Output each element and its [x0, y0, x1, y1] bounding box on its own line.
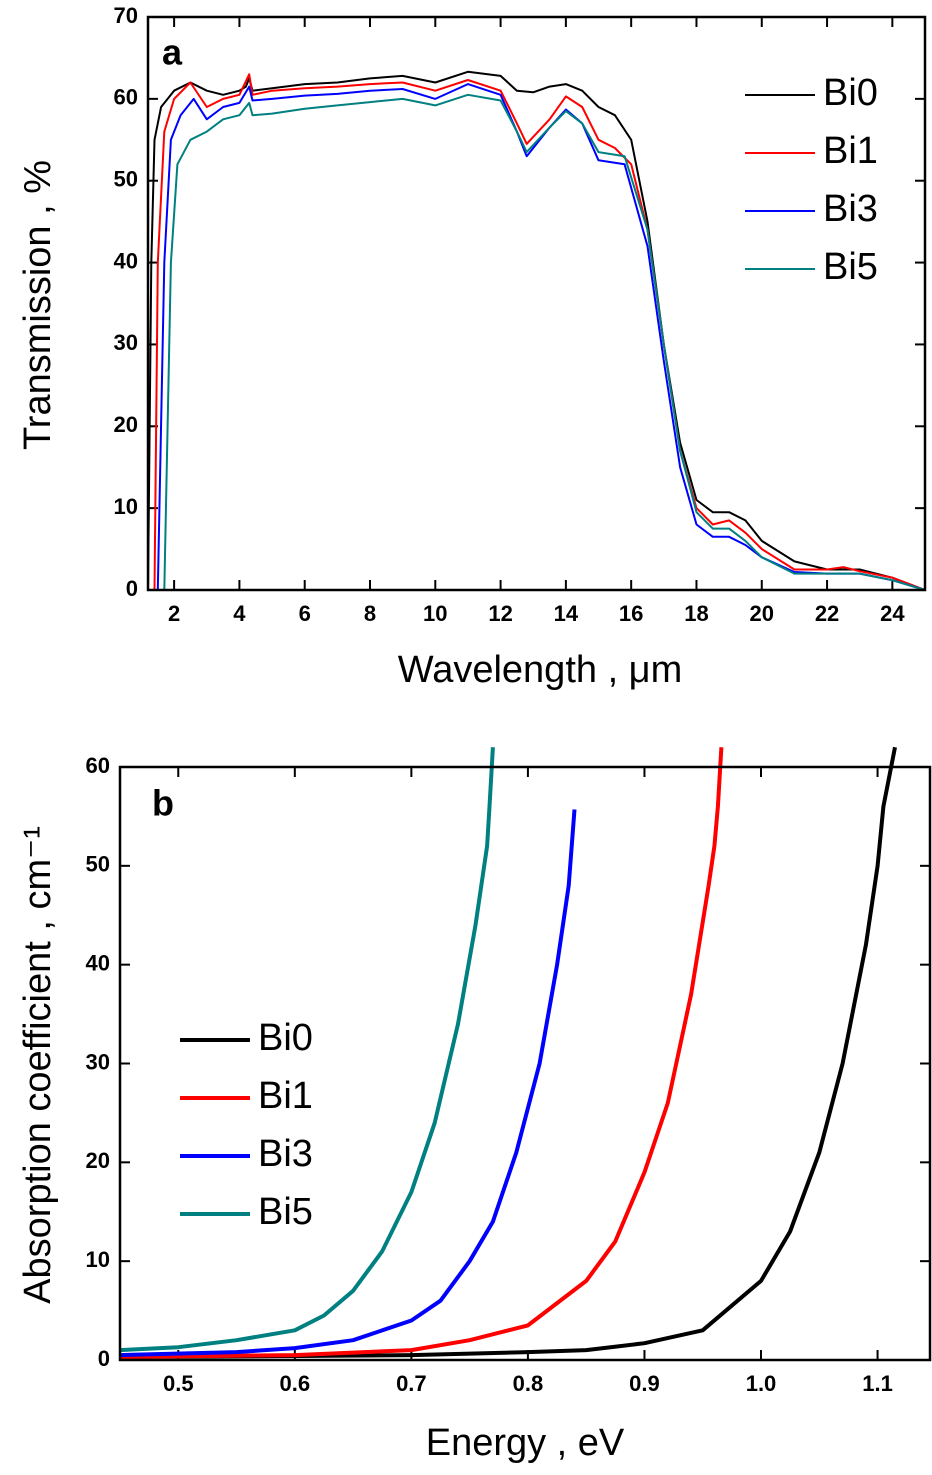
- x-tick-label: 24: [880, 601, 905, 626]
- legend-label: Bi0: [823, 72, 878, 114]
- x-tick-label: 0.6: [280, 1371, 311, 1396]
- series-line: [119, 809, 577, 1358]
- series-line: [156, 83, 926, 591]
- legend-label: Bi1: [823, 130, 878, 172]
- series-line: [119, 747, 495, 1353]
- x-tick-label: 22: [815, 601, 839, 626]
- y-tick-label: 20: [114, 412, 138, 437]
- panel-label: b: [152, 783, 174, 824]
- x-axis-title: Wavelength , μm: [398, 649, 682, 691]
- legend-label: Bi5: [258, 1191, 313, 1233]
- series-line: [163, 93, 926, 591]
- x-tick-label: 14: [554, 601, 579, 626]
- x-tick-label: 1.0: [746, 1371, 777, 1396]
- legend-label: Bi1: [258, 1075, 313, 1117]
- y-axis-title: Absorption coefficient , cm⁻¹: [17, 826, 59, 1304]
- y-tick-label: 70: [114, 3, 138, 28]
- y-tick-label: 10: [114, 494, 138, 519]
- y-tick-label: 20: [86, 1148, 110, 1173]
- x-tick-label: 2: [168, 601, 180, 626]
- y-tick-label: 0: [126, 576, 138, 601]
- series-line: [147, 70, 926, 591]
- x-tick-label: 0.5: [163, 1371, 194, 1396]
- y-tick-label: 10: [86, 1247, 110, 1272]
- y-tick-label: 50: [114, 167, 138, 192]
- y-tick-label: 50: [86, 852, 110, 877]
- plot-frame: [146, 15, 927, 592]
- y-tick-label: 60: [114, 85, 138, 110]
- x-tick-label: 1.1: [862, 1371, 893, 1396]
- y-axis-title: Transmission , %: [17, 160, 59, 450]
- panel-label: a: [162, 32, 183, 73]
- x-tick-label: 6: [299, 601, 311, 626]
- series-line: [119, 746, 897, 1359]
- y-tick-label: 60: [86, 753, 110, 778]
- x-tick-label: 16: [619, 601, 643, 626]
- x-tick-label: 0.9: [629, 1371, 660, 1396]
- x-tick-label: 20: [750, 601, 774, 626]
- y-tick-label: 30: [86, 1049, 110, 1074]
- x-tick-label: 8: [364, 601, 376, 626]
- y-tick-label: 40: [114, 248, 138, 273]
- series-line: [153, 73, 926, 591]
- x-tick-label: 12: [488, 601, 512, 626]
- x-tick-label: 4: [233, 601, 246, 626]
- y-tick-label: 40: [86, 950, 110, 975]
- y-tick-label: 30: [114, 330, 138, 355]
- plot-frame: [118, 765, 932, 1362]
- series-line: [119, 747, 724, 1359]
- legend-label: Bi5: [823, 246, 878, 288]
- y-tick-label: 0: [98, 1346, 110, 1371]
- x-tick-label: 0.7: [396, 1371, 427, 1396]
- legend-label: Bi0: [258, 1017, 313, 1059]
- x-tick-label: 0.8: [513, 1371, 544, 1396]
- x-axis-title: Energy , eV: [426, 1422, 625, 1464]
- x-tick-label: 10: [423, 601, 447, 626]
- x-tick-label: 18: [684, 601, 708, 626]
- legend-label: Bi3: [823, 188, 878, 230]
- legend-label: Bi3: [258, 1133, 313, 1175]
